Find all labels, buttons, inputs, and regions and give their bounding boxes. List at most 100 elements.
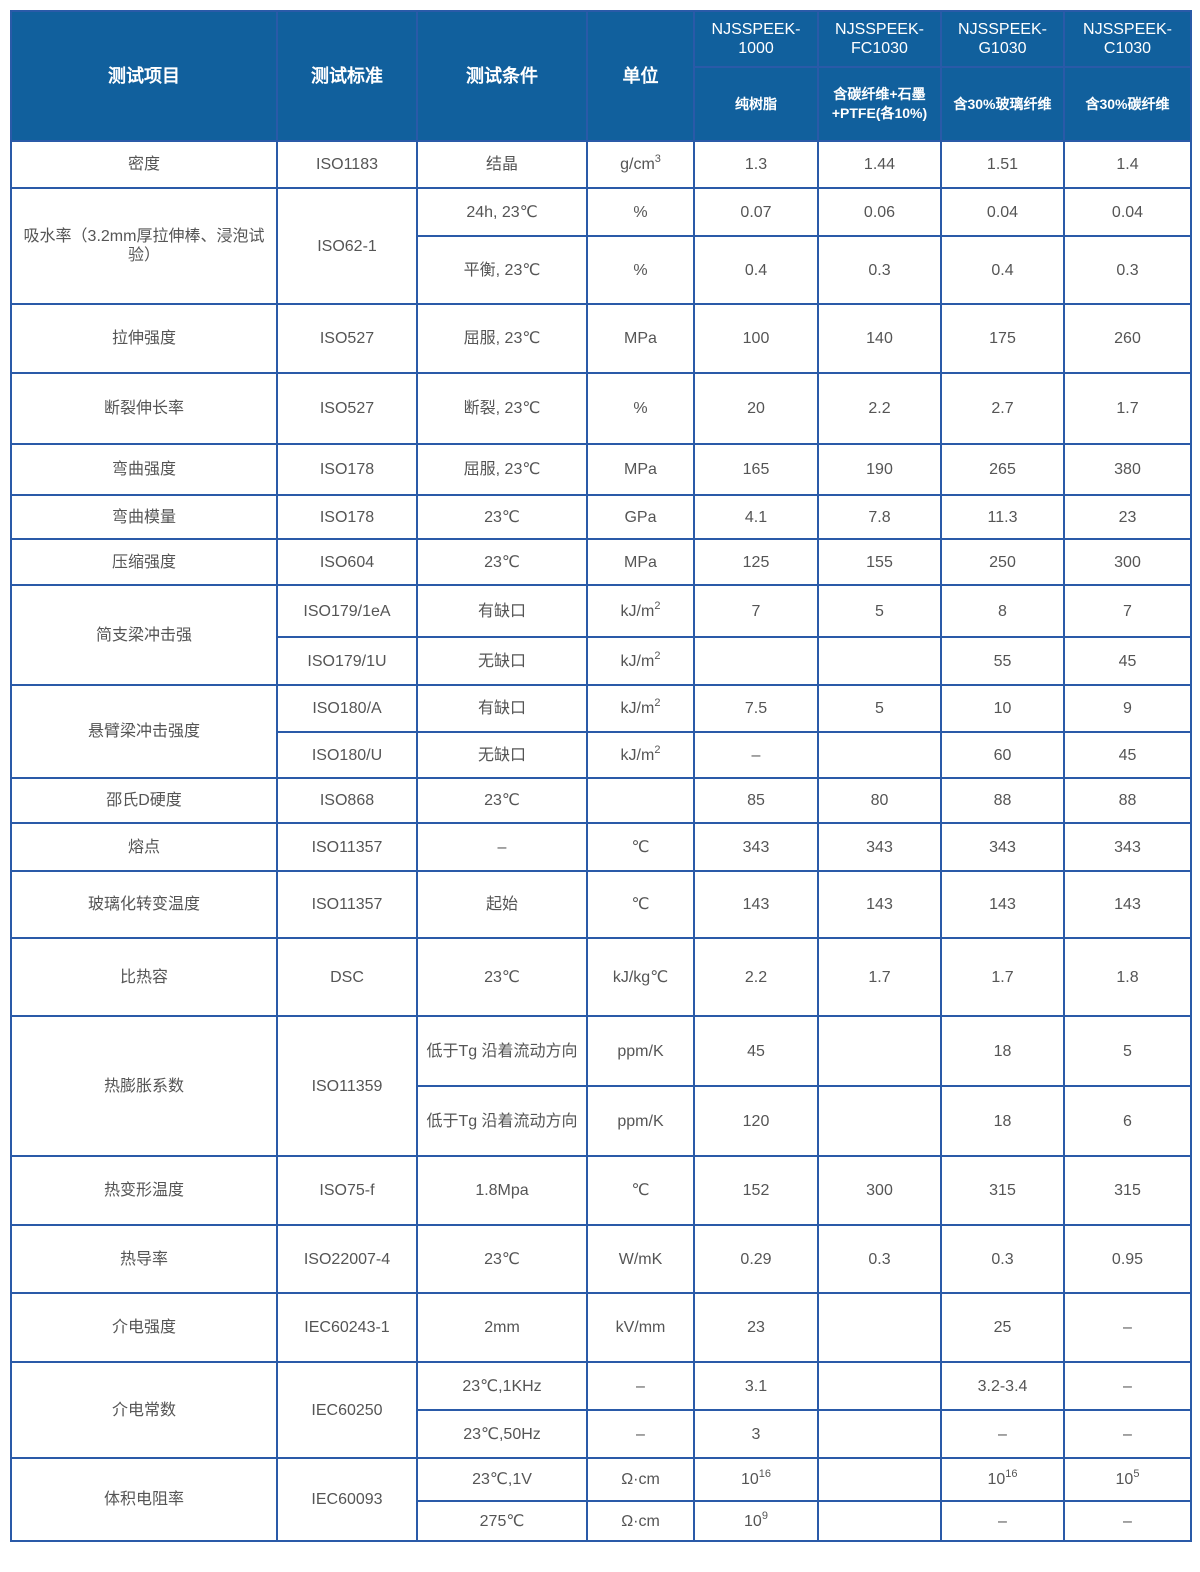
value-cell: 11.3 — [940, 494, 1065, 540]
value-cell: 120 — [693, 1085, 819, 1157]
table-row: ISO179/1U 无缺口 kJ/m2 55 45 — [11, 636, 1192, 686]
unit: ℃ — [586, 870, 695, 939]
test-item: 弯曲强度 — [10, 443, 278, 496]
value-cell: 8 — [940, 584, 1065, 638]
value-cell-base: 10 — [987, 1471, 1006, 1488]
unit-base: g/cm — [620, 156, 655, 173]
test-item: 玻璃化转变温度 — [10, 870, 278, 939]
value-cell: 300 — [1063, 538, 1192, 586]
test-condition: 低于Tg 沿着流动方向 — [416, 1015, 588, 1087]
unit: MPa — [586, 538, 695, 586]
value-cell: 1.7 — [817, 937, 942, 1017]
table-row: 比热容 DSC 23℃ kJ/kg℃ 2.2 1.7 1.7 1.8 — [10, 937, 1192, 1017]
value-cell: – — [1063, 1292, 1192, 1363]
value-cell: 45 — [1063, 731, 1192, 779]
unit: W/mK — [586, 1224, 695, 1294]
test-item: 体积电阻率 — [10, 1457, 278, 1542]
unit-exponent: 3 — [654, 153, 661, 165]
value-cell-exponent: 9 — [761, 1509, 768, 1522]
table-row: 弯曲模量 ISO178 23℃ GPa 4.1 7.8 11.3 23 — [10, 494, 1192, 540]
test-item: 悬臂梁冲击强度 — [10, 684, 278, 779]
value-cell: 23 — [693, 1292, 819, 1363]
value-cell — [817, 731, 942, 779]
value-cell — [817, 1085, 942, 1157]
value-cell: 6 — [1063, 1085, 1192, 1157]
value-cell — [817, 1015, 942, 1087]
value-cell: 1.7 — [1063, 372, 1192, 445]
test-standard: ISO527 — [276, 372, 418, 445]
value-cell-base: 10 — [740, 1471, 759, 1488]
value-cell: 7 — [1063, 584, 1192, 638]
unit: GPa — [586, 494, 695, 540]
table-row: 悬臂梁冲击强度 ISO180/A 有缺口 kJ/m2 7.5 5 10 9 — [10, 684, 1192, 779]
unit: % — [586, 372, 695, 445]
value-cell: 45 — [693, 1015, 819, 1087]
value-cell: – — [1063, 1409, 1192, 1459]
value-cell: 0.3 — [817, 235, 942, 305]
test-standard: ISO178 — [276, 494, 418, 540]
value-cell-exponent: 16 — [1005, 1468, 1018, 1480]
value-cell: 0.3 — [817, 1224, 942, 1294]
test-standard: IEC60093 — [276, 1457, 418, 1542]
test-standard: ISO11357 — [276, 870, 418, 939]
value-cell: 260 — [1063, 303, 1192, 374]
value-cell — [817, 1361, 942, 1411]
test-item: 介电强度 — [10, 1292, 278, 1363]
table-row: 吸水率（3.2mm厚拉伸棒、浸泡试验） ISO62-1 24h, 23℃% 0.07 0… — [10, 187, 1192, 305]
value-cell: 0.07 — [693, 187, 819, 237]
value-cell: 100 — [693, 303, 819, 374]
value-cell: 380 — [1063, 443, 1192, 496]
unit: kJ/m2 — [586, 684, 695, 733]
value-cell: 20 — [693, 372, 819, 445]
value-cell: 155 — [817, 538, 942, 586]
table-row: 邵氏D硬度 ISO868 23℃ 85 80 88 88 — [10, 777, 1192, 824]
value-cell: 55 — [940, 636, 1065, 686]
test-condition: 23℃ — [416, 538, 588, 586]
value-cell — [817, 1409, 942, 1459]
value-cell: – — [1063, 1361, 1192, 1411]
value-cell: 125 — [693, 538, 819, 586]
unit: MPa — [586, 303, 695, 374]
value-cell: 250 — [940, 538, 1065, 586]
value-cell: 25 — [940, 1292, 1065, 1363]
unit-exponent: 2 — [654, 599, 661, 612]
value-cell: – — [940, 1409, 1065, 1459]
test-condition: 23℃,1KHz — [416, 1361, 588, 1411]
value-cell: 3 — [693, 1409, 819, 1459]
table-row: 玻璃化转变温度 ISO11357 起始 ℃ 143 143 143 143 — [10, 870, 1192, 939]
test-standard: ISO868 — [276, 777, 418, 824]
value-cell: 315 — [940, 1155, 1065, 1226]
unit: MPa — [586, 443, 695, 496]
table-row: 断裂伸长率 ISO527 断裂, 23℃% 20 2.2 2.7 1.7 — [10, 372, 1192, 445]
table-row: 熔点 ISO11357– ℃ 343 343 343 343 — [10, 822, 1192, 872]
table-row: ISO180/U 无缺口 kJ/m2–60 45 — [11, 731, 1192, 779]
header-grade-name: NJSSPEEK-1000 — [693, 10, 819, 68]
test-condition: 有缺口 — [416, 584, 588, 638]
value-cell: 2.2 — [817, 372, 942, 445]
value-cell: 175 — [940, 303, 1065, 374]
test-item: 比热容 — [10, 937, 278, 1017]
test-standard: ISO75-f — [276, 1155, 418, 1226]
value-cell — [817, 1292, 942, 1363]
value-cell — [693, 636, 819, 686]
header-grade-name: NJSSPEEK-G1030 — [940, 10, 1065, 68]
value-cell: 143 — [693, 870, 819, 939]
value-cell: 18 — [940, 1085, 1065, 1157]
value-cell: 45 — [1063, 636, 1192, 686]
test-standard: ISO527 — [276, 303, 418, 374]
value-cell: 18 — [940, 1015, 1065, 1087]
test-condition: 24h, 23℃ — [416, 187, 588, 237]
unit: kV/mm — [586, 1292, 695, 1363]
test-standard: ISO62-1 — [276, 187, 418, 305]
unit: % — [586, 187, 695, 237]
value-cell: 343 — [1063, 822, 1192, 872]
unit: ppm/K — [586, 1015, 695, 1087]
value-cell: – — [693, 731, 819, 779]
value-cell: 9 — [1063, 684, 1192, 733]
unit: ppm/K — [586, 1085, 695, 1157]
test-item: 压缩强度 — [10, 538, 278, 586]
value-cell — [817, 636, 942, 686]
table-row: 弯曲强度 ISO178 屈服, 23℃ MPa 165 190 265 380 — [10, 443, 1192, 496]
unit: % — [586, 235, 695, 305]
value-cell-exponent: 16 — [758, 1468, 772, 1480]
